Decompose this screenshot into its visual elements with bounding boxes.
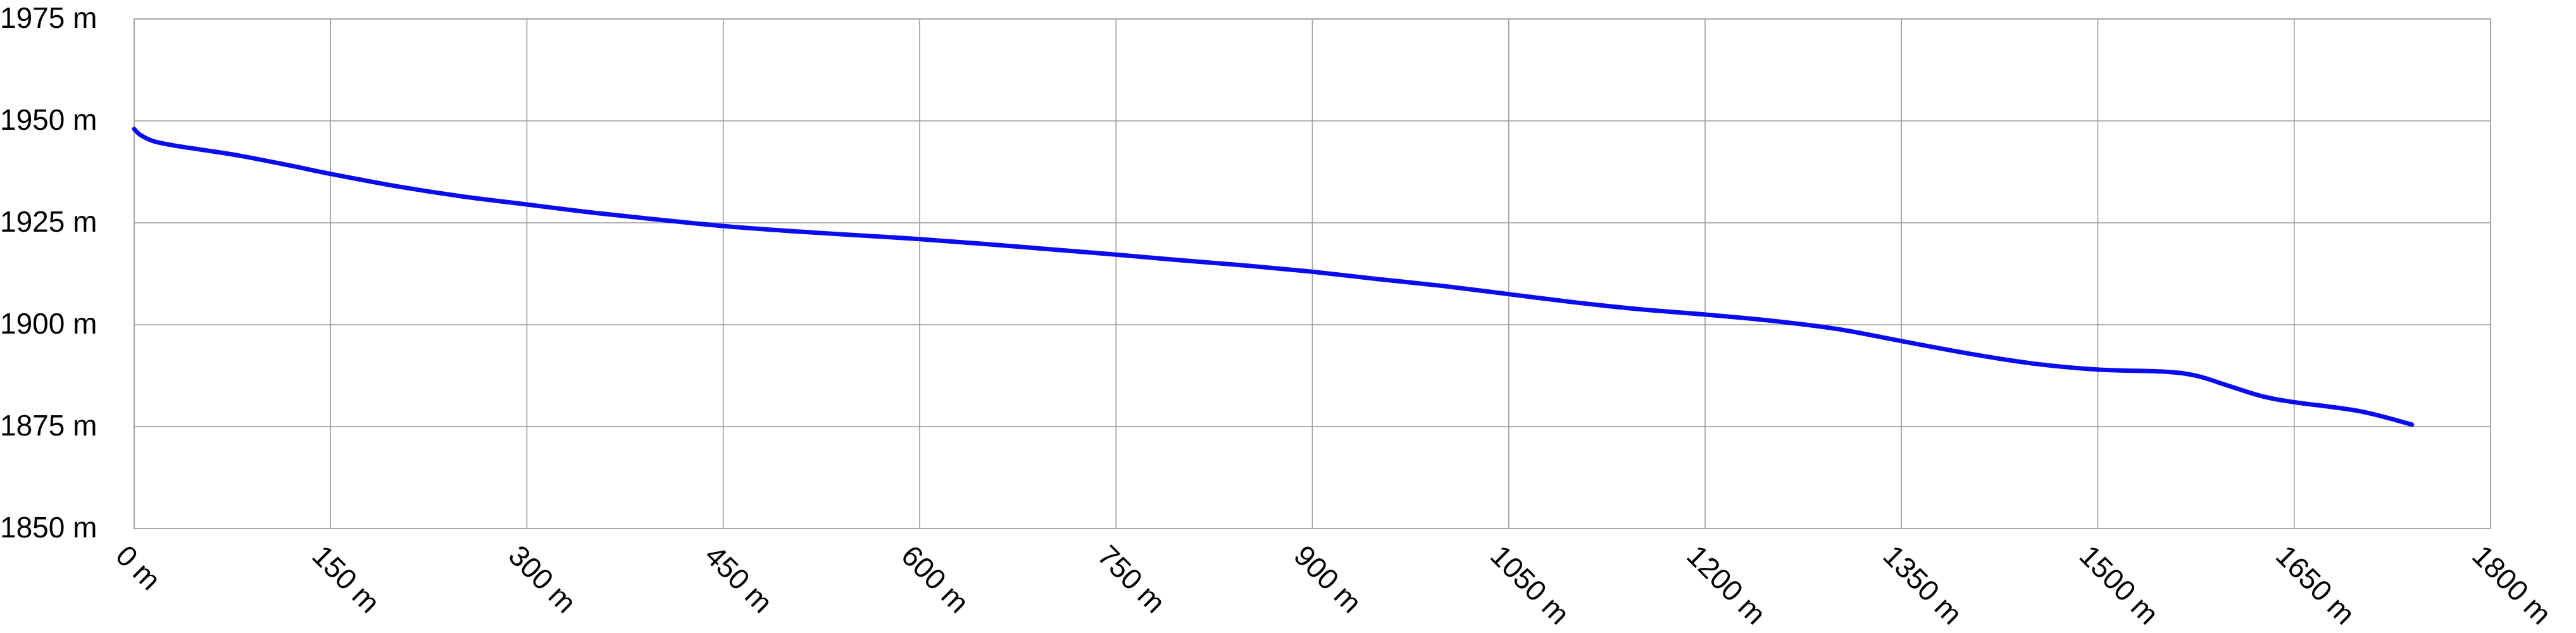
x-tick-label: 450 m <box>699 539 779 619</box>
series-layer <box>132 127 2415 427</box>
y-tick-label: 1875 m <box>0 409 97 442</box>
y-tick-label: 1950 m <box>0 103 97 136</box>
x-tick-label: 300 m <box>503 539 583 619</box>
x-tick-label: 600 m <box>895 539 975 619</box>
x-tick-label: 1800 m <box>2466 539 2558 630</box>
y-tick-labels: 1850 m 1875 m 1900 m 1925 m 1950 m 1975 m <box>0 1 97 544</box>
elevation-series-line <box>132 127 2415 427</box>
x-tick-label: 150 m <box>306 539 386 619</box>
x-tick-label: 1200 m <box>1680 539 1772 630</box>
x-tick-label: 1500 m <box>2073 539 2165 630</box>
plot-frame <box>134 18 2491 529</box>
x-tick-label: 1650 m <box>2270 539 2361 630</box>
x-tick-label: 0 m <box>109 539 167 596</box>
x-tick-label: 1050 m <box>1484 539 1576 630</box>
y-tick-label: 1975 m <box>0 1 97 34</box>
y-tick-label: 1900 m <box>0 307 97 340</box>
y-tick-label: 1925 m <box>0 205 97 238</box>
x-tick-label: 750 m <box>1091 539 1172 619</box>
y-tick-label: 1850 m <box>0 511 97 544</box>
x-tick-label: 900 m <box>1288 539 1368 619</box>
x-tick-labels: 0 m 150 m 300 m 450 m 600 m 750 m 900 m 1050 m 1… <box>109 539 2558 630</box>
x-tick-label: 1350 m <box>1877 539 1968 630</box>
